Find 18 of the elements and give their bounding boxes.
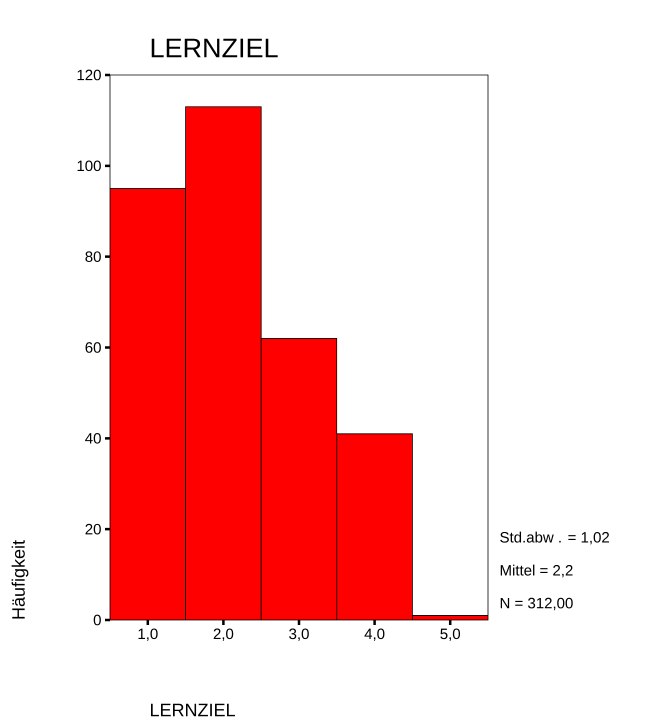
text: N = 312,00 — [500, 598, 573, 610]
x-tick-label: 2,0 — [214, 628, 234, 641]
chart-title: LERNZIEL — [152, 38, 278, 58]
x-tick-label: 5,0 — [440, 628, 460, 641]
y-tick-label: 40 — [85, 433, 101, 444]
text: Std.abw . = 1,02 — [500, 532, 609, 544]
y-tick-label: 20 — [86, 524, 101, 534]
x-axis-title: LERNZIEL — [151, 704, 235, 716]
y-tick-label: 60 — [86, 342, 101, 353]
x-tick-label: 3,0 — [289, 628, 309, 641]
y-tick-label: 100 — [78, 160, 101, 172]
x-tick-label: 4,0 — [364, 628, 384, 641]
y-tick-label: 120 — [78, 70, 101, 80]
y-tick-label: 80 — [85, 251, 101, 262]
y-tick-label: 0 — [94, 614, 101, 626]
text: Mittel = 2,2 — [500, 564, 573, 578]
x-tick-label: 1,0 — [138, 628, 158, 641]
y-axis-title: Häufigkeit — [12, 540, 28, 619]
